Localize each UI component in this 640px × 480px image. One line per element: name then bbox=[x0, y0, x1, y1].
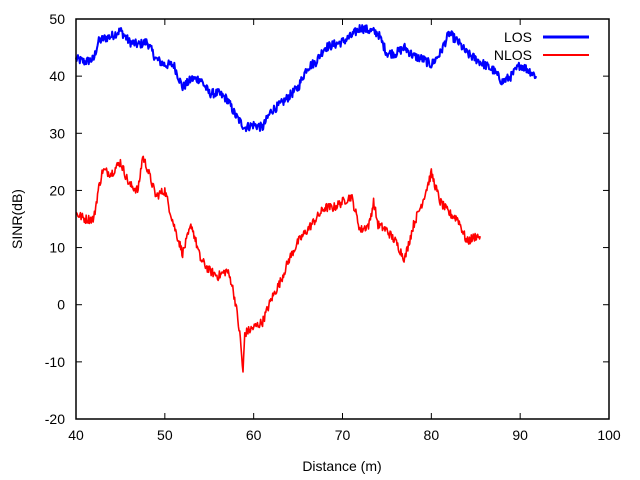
x-tick-label: 50 bbox=[157, 427, 173, 443]
x-axis-title: Distance (m) bbox=[302, 458, 381, 474]
series-line-los bbox=[75, 24, 538, 133]
y-tick-label: 30 bbox=[49, 125, 65, 141]
legend-label-nlos: NLOS bbox=[494, 47, 532, 63]
series-line-nlos bbox=[75, 155, 481, 373]
legend: LOS NLOS bbox=[494, 29, 589, 63]
x-tick-label: 70 bbox=[335, 427, 351, 443]
x-tick-label: 80 bbox=[424, 427, 440, 443]
y-tick-label: 20 bbox=[49, 182, 65, 198]
y-axis-title: SINR(dB) bbox=[9, 189, 25, 249]
legend-label-los: LOS bbox=[504, 29, 532, 45]
y-tick-label: 0 bbox=[57, 297, 65, 313]
x-tick-label: 60 bbox=[246, 427, 262, 443]
x-tick-label: 90 bbox=[512, 427, 528, 443]
y-tick-label: 10 bbox=[49, 240, 65, 256]
series-layer bbox=[75, 24, 538, 373]
y-tick-label: -20 bbox=[45, 411, 65, 427]
x-tick-label: 100 bbox=[597, 427, 621, 443]
x-tick-label: 40 bbox=[68, 427, 84, 443]
y-tick-label: 40 bbox=[49, 68, 65, 84]
y-tick-label: 50 bbox=[49, 11, 65, 27]
ticks-layer: 40 50 60 70 80 90 100 -20 -10 0 10 20 30 40 50 bbox=[45, 11, 621, 443]
plot-frame bbox=[75, 18, 610, 420]
y-tick-label: -10 bbox=[45, 354, 65, 370]
